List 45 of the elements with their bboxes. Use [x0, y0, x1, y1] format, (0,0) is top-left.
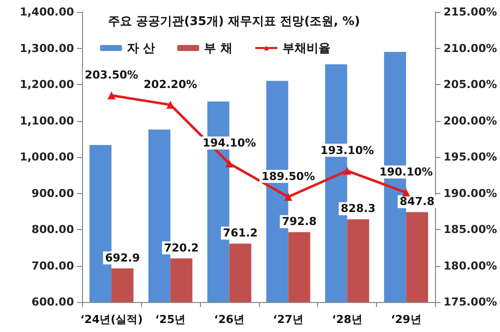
data-label: 194.10%	[202, 136, 256, 150]
y-tick-label: 1,200.00	[20, 78, 74, 91]
y2-tick-label: 195.00%	[444, 150, 498, 164]
x-tick-label: ‘27년	[272, 313, 304, 326]
point	[343, 166, 352, 175]
legend-label: 부채비율	[282, 41, 330, 55]
y2-tick-label: 190.00%	[444, 186, 498, 200]
chart-title: 주요 공공기관(35개) 재무지표 전망(조원, %)	[108, 14, 360, 28]
legend-label: 부 채	[204, 41, 232, 55]
y-tick-label: 1,100.00	[20, 114, 74, 128]
y-tick-label: 1,000.00	[20, 150, 74, 164]
data-label: 828.3	[340, 202, 376, 216]
data-label: 692.9	[105, 251, 140, 264]
data-label: 203.50%	[84, 68, 138, 82]
point	[284, 192, 292, 201]
y2-tick-label: 205.00%	[444, 78, 498, 91]
data-label: 202.20%	[144, 78, 198, 91]
y-tick-label: 1,400.00	[20, 6, 74, 18]
y-tick-label: 700.00	[32, 259, 74, 272]
y2-tick-label: 185.00%	[444, 223, 498, 236]
data-label: 761.2	[222, 226, 258, 240]
y-tick-label: 1,300.00	[20, 42, 74, 55]
data-label: 792.8	[282, 215, 317, 228]
data-label: 193.10%	[320, 144, 374, 157]
x-tick-label: ‘24년(실적)	[80, 313, 143, 326]
y2-tick-label: 175.00%	[444, 296, 498, 308]
y2-tick-label: 180.00%	[444, 259, 498, 272]
y2-tick-label: 200.00%	[444, 114, 498, 128]
y-tick-label: 600.00	[32, 296, 74, 308]
x-tick-label: ‘25년	[155, 313, 186, 326]
data-label: 720.2	[164, 241, 199, 254]
point	[225, 160, 234, 168]
x-tick-label: ‘29년	[390, 313, 422, 326]
y2-tick-label: 215.00%	[444, 6, 498, 18]
point	[402, 188, 410, 197]
y2-tick-label: 210.00%	[444, 42, 498, 55]
y-tick-label: 900.00	[32, 186, 74, 200]
data-label: 190.10%	[379, 166, 433, 179]
point	[107, 91, 116, 100]
data-label: 847.8	[400, 195, 434, 208]
legend-label: 자 산	[127, 41, 156, 55]
x-tick-label: ‘26년	[214, 313, 245, 326]
y-tick-label: 800.00	[32, 223, 74, 236]
data-label: 189.50%	[261, 170, 315, 183]
x-tick-label: ‘28년	[332, 313, 362, 326]
